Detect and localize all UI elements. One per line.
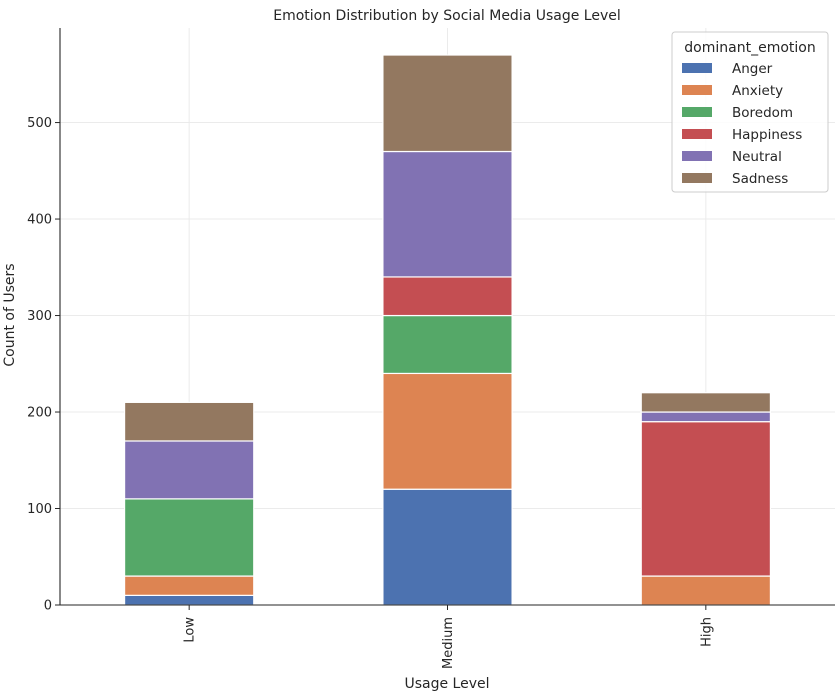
x-tick-label-high: High — [699, 617, 714, 647]
bar-medium-anger — [382, 488, 513, 606]
bar-low-anxiety — [123, 575, 255, 596]
legend-title: dominant_emotion — [684, 40, 815, 56]
y-tick-label: 200 — [27, 406, 52, 421]
bar-high-neutral — [640, 411, 772, 423]
legend-label-sadness: Sadness — [732, 171, 788, 187]
legend-swatch-sadness — [682, 173, 712, 183]
legend-label-anger: Anger — [732, 61, 773, 77]
legend-label-neutral: Neutral — [732, 149, 782, 165]
legend-swatch-anxiety — [682, 85, 712, 95]
bar-high-happiness — [640, 421, 772, 577]
bar-low-anger — [123, 594, 255, 606]
y-tick-label: 500 — [27, 116, 52, 131]
bar-medium-anxiety — [382, 372, 513, 490]
axis-ticks: 0 100 200 300 400 500 Low Medium High — [27, 116, 714, 669]
bar-medium-happiness — [382, 276, 513, 317]
y-axis-label: Count of Users — [2, 263, 18, 366]
legend-label-happiness: Happiness — [732, 127, 802, 143]
legend-label-anxiety: Anxiety — [732, 83, 783, 99]
bars — [123, 54, 772, 606]
y-tick-label: 400 — [27, 213, 52, 228]
bar-medium-sadness — [382, 54, 513, 153]
y-tick-label: 300 — [27, 309, 52, 324]
x-axis-label: Usage Level — [404, 676, 489, 692]
legend: dominant_emotion Anger Anxiety Boredom Happ… — [671, 31, 829, 193]
bar-medium-neutral — [382, 150, 513, 278]
chart-title: Emotion Distribution by Social Media Usa… — [273, 8, 621, 24]
x-tick-label-low: Low — [183, 617, 198, 643]
bar-low-sadness — [123, 401, 255, 442]
legend-label-boredom: Boredom — [732, 105, 793, 121]
bar-medium-boredom — [382, 314, 513, 375]
legend-swatch-boredom — [682, 107, 712, 117]
bar-high-anxiety — [640, 575, 772, 606]
legend-swatch-anger — [682, 63, 712, 73]
bar-low-boredom — [123, 498, 255, 577]
y-tick-label: 0 — [44, 599, 52, 614]
x-tick-label-medium: Medium — [441, 617, 456, 669]
y-tick-label: 100 — [27, 502, 52, 517]
bar-high-sadness — [640, 392, 772, 413]
legend-swatch-neutral — [682, 151, 712, 161]
bar-low-neutral — [123, 440, 255, 500]
legend-swatch-happiness — [682, 129, 712, 139]
